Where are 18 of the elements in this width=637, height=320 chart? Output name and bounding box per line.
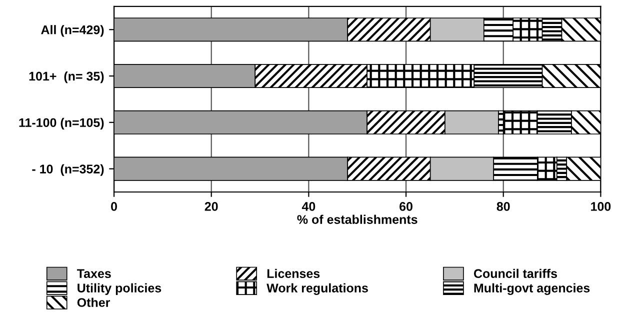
y-tick-label: - 10 (n=352) — [32, 164, 104, 176]
legend-label: Multi-govt agencies — [474, 283, 590, 295]
x-tick-label: 100 — [591, 202, 611, 211]
legend-label: Licenses — [267, 268, 320, 278]
y-tick-label: 101+ (n= 35) — [29, 71, 104, 84]
legend-label: Work regulations — [266, 283, 368, 295]
legend-label: Council tariffs — [474, 268, 557, 278]
y-tick-label: All (n=429) — [41, 25, 104, 37]
x-tick-label: 40 — [302, 202, 316, 211]
x-tick-label: 0 — [111, 202, 117, 211]
x-tick-label: 80 — [496, 202, 510, 211]
x-tick-label: 20 — [204, 202, 218, 211]
x-axis-title: % of establishments — [297, 214, 418, 224]
legend-label: Utility policies — [78, 283, 162, 295]
legend-label: Other — [77, 298, 110, 307]
legend-label: Taxes — [77, 269, 111, 278]
x-tick-label: 60 — [400, 202, 412, 211]
y-tick-label: 11-100 (n=105) — [19, 118, 104, 130]
